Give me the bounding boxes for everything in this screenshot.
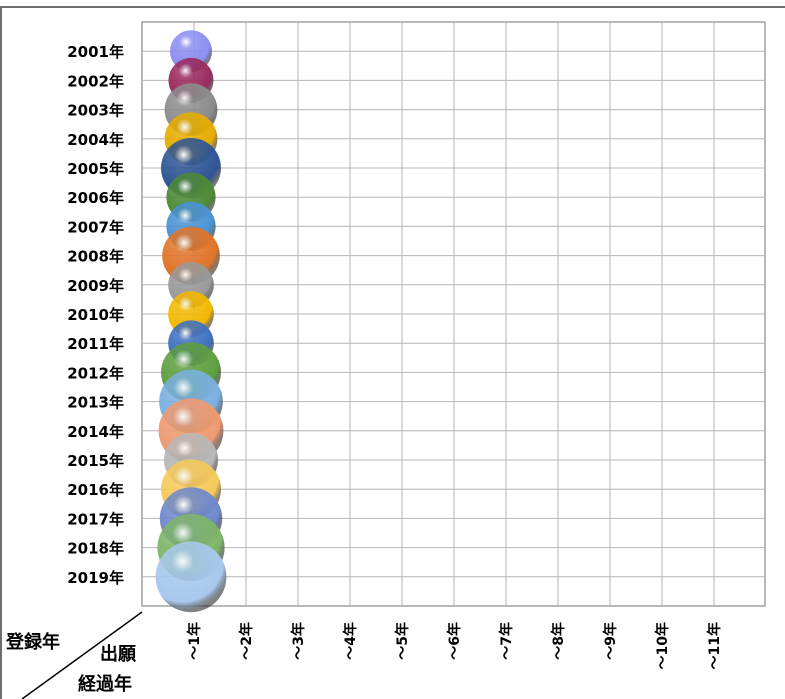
corner-col-axis-label-2: 経過年 xyxy=(78,674,132,695)
y-tick-label: 2004年 xyxy=(67,131,124,149)
y-tick-label: 2019年 xyxy=(67,569,124,587)
x-tick-label: ～5年 xyxy=(394,622,411,660)
y-tick-label: 2009年 xyxy=(67,277,124,295)
x-tick-label: ～2年 xyxy=(238,622,255,660)
corner-row-axis-label: 登録年 xyxy=(6,632,60,653)
y-tick-label: 2001年 xyxy=(67,43,124,61)
y-tick-label: 2002年 xyxy=(67,72,124,90)
x-tick-label: ～1年 xyxy=(186,622,203,660)
x-tick-label: ～9年 xyxy=(602,622,619,660)
y-tick-label: 2015年 xyxy=(67,452,124,470)
x-tick-label: ～3年 xyxy=(290,622,307,660)
y-tick-label: 2003年 xyxy=(67,102,124,120)
frame-top-border xyxy=(0,6,785,8)
y-tick-label: 2012年 xyxy=(67,364,124,382)
x-tick-label: ～10年 xyxy=(654,622,671,669)
y-tick-label: 2005年 xyxy=(67,160,124,178)
y-tick-label: 2010年 xyxy=(67,306,124,324)
y-tick-label: 2008年 xyxy=(67,248,124,266)
x-tick-label: ～8年 xyxy=(550,622,567,660)
x-tick-label: ～4年 xyxy=(342,622,359,660)
corner-diagonal xyxy=(21,611,143,699)
y-tick-label: 2018年 xyxy=(67,540,124,558)
y-tick-label: 2013年 xyxy=(67,394,124,412)
y-tick-label: 2007年 xyxy=(67,218,124,236)
y-tick-label: 2017年 xyxy=(67,510,124,528)
y-tick-label: 2014年 xyxy=(67,423,124,441)
x-tick-label: ～11年 xyxy=(706,622,723,669)
corner-col-axis-label-1: 出願 xyxy=(100,644,136,665)
x-tick-label: ～6年 xyxy=(446,622,463,660)
y-tick-label: 2011年 xyxy=(67,335,124,353)
y-tick-label: 2006年 xyxy=(67,189,124,207)
frame-left-border xyxy=(0,6,2,699)
y-tick-label: 2016年 xyxy=(67,481,124,499)
x-tick-label: ～7年 xyxy=(498,622,515,660)
bubble-2019年 xyxy=(155,541,227,613)
